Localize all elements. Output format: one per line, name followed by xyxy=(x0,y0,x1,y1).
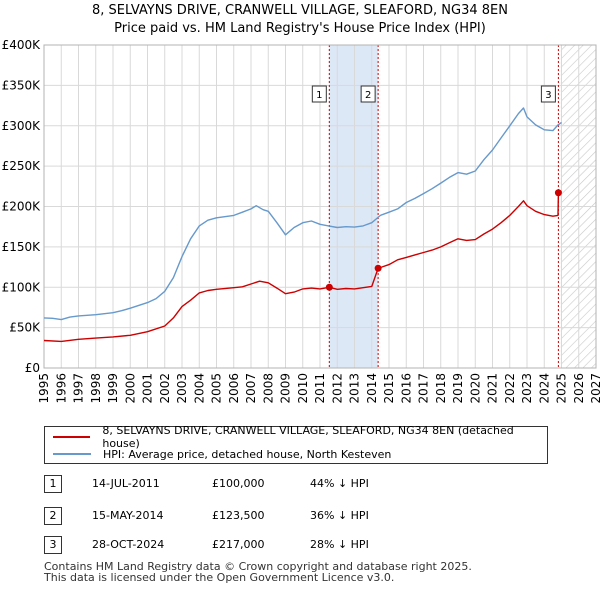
y-tick-label: £400K xyxy=(2,38,42,52)
x-tick-label: 2018 xyxy=(434,373,448,404)
footer: Contains HM Land Registry data © Crown c… xyxy=(44,561,472,583)
x-tick-label: 2003 xyxy=(175,373,189,404)
x-tick-label: 2005 xyxy=(210,373,224,404)
x-tick-label: 2025 xyxy=(555,373,569,404)
x-tick-label: 2014 xyxy=(365,373,379,404)
legend-label-hpi: HPI: Average price, detached house, Nort… xyxy=(103,447,392,461)
y-tick-label: £0 xyxy=(25,361,40,375)
sale-label-2: 2 xyxy=(365,90,371,101)
plot-border xyxy=(43,44,597,369)
series-line-price xyxy=(43,190,562,343)
y-tick-label: £250K xyxy=(2,159,42,173)
x-tick-label: 2024 xyxy=(537,373,551,404)
sale-number-badge: 3 xyxy=(44,536,62,554)
sale-date: 15-MAY-2014 xyxy=(92,509,164,522)
sale-label-3: 3 xyxy=(545,90,551,101)
footer-copyright: Contains HM Land Registry data © Crown c… xyxy=(44,560,472,573)
legend: 8, SELVAYNS DRIVE, CRANWELL VILLAGE, SLE… xyxy=(44,424,548,464)
legend-swatch-hpi xyxy=(53,453,91,455)
y-tick-label: £150K xyxy=(2,240,42,254)
x-tick-label: 1997 xyxy=(72,373,86,404)
x-tick-label: 2011 xyxy=(313,373,327,404)
sale-point-1 xyxy=(325,283,333,291)
sale-point-2 xyxy=(374,264,382,272)
y-tick-label: £200K xyxy=(2,200,42,214)
y-tick-label: £100K xyxy=(2,280,42,294)
table-row: 2 15-MAY-2014 £123,500 36% ↓ HPI xyxy=(0,507,600,527)
x-tick-label: 2002 xyxy=(158,373,172,404)
sale-label-1: 1 xyxy=(316,90,322,101)
y-tick-label: £300K xyxy=(2,119,42,133)
sale-price: £123,500 xyxy=(212,509,265,522)
x-tick-label: 2023 xyxy=(520,373,534,404)
x-tick-label: 2001 xyxy=(141,373,155,404)
x-tick-label: 1995 xyxy=(37,373,51,404)
series-line-hpi xyxy=(43,107,562,321)
sale-point-3 xyxy=(554,189,562,197)
x-tick-label: 2016 xyxy=(399,373,413,404)
x-tick-label: 2012 xyxy=(330,373,344,404)
price-chart: 1 2 3 £0 £50K £100K £150K £200K £250K £300K £350K £… xyxy=(2,38,600,404)
x-tick-label: 2017 xyxy=(417,373,431,404)
x-tick-label: 1996 xyxy=(54,373,68,404)
sale-number-badge: 2 xyxy=(44,507,62,525)
table-row: 1 14-JUL-2011 £100,000 44% ↓ HPI xyxy=(0,475,600,495)
sale-date: 28-OCT-2024 xyxy=(92,538,165,551)
x-tick-label: 2000 xyxy=(123,373,137,404)
sale-hpi-diff: 28% ↓ HPI xyxy=(310,538,369,551)
x-tick-label: 2004 xyxy=(192,373,206,404)
sale-price: £217,000 xyxy=(212,538,265,551)
sale-label-box-1 xyxy=(311,85,327,103)
sale-hpi-diff: 44% ↓ HPI xyxy=(310,477,369,490)
legend-item-price: 8, SELVAYNS DRIVE, CRANWELL VILLAGE, SLE… xyxy=(53,424,547,450)
legend-swatch-price xyxy=(53,436,91,438)
x-tick-label: 2008 xyxy=(261,373,275,404)
sale-label-box-2 xyxy=(360,85,376,103)
sale-hpi-diff: 36% ↓ HPI xyxy=(310,509,369,522)
sale-date: 14-JUL-2011 xyxy=(92,477,160,490)
sale-price: £100,000 xyxy=(212,477,265,490)
x-tick-label: 1998 xyxy=(89,373,103,404)
sale-label-box-3 xyxy=(540,85,556,103)
legend-label-price: 8, SELVAYNS DRIVE, CRANWELL VILLAGE, SLE… xyxy=(102,424,514,450)
legend-item-hpi: HPI: Average price, detached house, Nort… xyxy=(53,446,391,462)
chart-title: 8, SELVAYNS DRIVE, CRANWELL VILLAGE, SLE… xyxy=(92,3,508,18)
x-tick-label: 2009 xyxy=(279,373,293,404)
x-tick-label: 2013 xyxy=(348,373,362,404)
chart-subtitle: Price paid vs. HM Land Registry's House … xyxy=(114,21,486,36)
x-tick-label: 2007 xyxy=(244,373,258,404)
x-tick-label: 2010 xyxy=(296,373,310,404)
x-tick-label: 2027 xyxy=(589,373,600,404)
x-tick-label: 2026 xyxy=(572,373,586,404)
x-tick-label: 2021 xyxy=(486,373,500,404)
x-tick-label: 1999 xyxy=(106,373,120,404)
x-tick-label: 2020 xyxy=(468,373,482,404)
x-tick-label: 2022 xyxy=(503,373,517,404)
y-tick-label: £350K xyxy=(2,78,42,92)
table-row: 3 28-OCT-2024 £217,000 28% ↓ HPI xyxy=(0,536,600,556)
footer-license: This data is licensed under the Open Gov… xyxy=(44,571,395,584)
x-tick-label: 2019 xyxy=(451,373,465,404)
x-tick-label: 2006 xyxy=(227,373,241,404)
x-tick-label: 2015 xyxy=(382,373,396,404)
y-tick-label: £50K xyxy=(9,321,41,335)
sale-number-badge: 1 xyxy=(44,475,62,493)
